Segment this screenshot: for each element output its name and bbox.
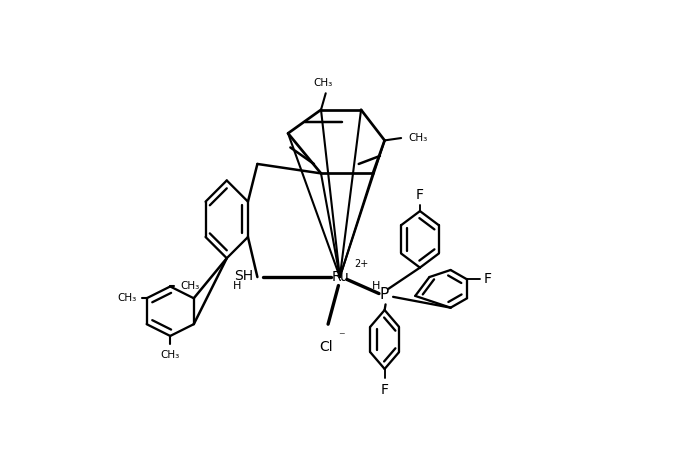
Text: CH₃: CH₃ [181,282,200,292]
Text: P: P [380,287,389,302]
Text: CH₃: CH₃ [408,133,427,143]
Text: Ru: Ru [331,270,349,283]
Text: H: H [232,281,241,291]
Text: H: H [372,281,380,291]
Text: F: F [483,273,491,286]
Text: F: F [416,188,424,201]
Text: ⁻: ⁻ [338,330,345,343]
Text: CH₃: CH₃ [314,78,333,88]
Text: F: F [381,383,389,397]
Text: SH: SH [234,269,254,283]
Text: 2+: 2+ [354,259,369,269]
Text: CH₃: CH₃ [117,293,136,303]
Text: Cl: Cl [319,340,333,354]
Text: CH₃: CH₃ [161,350,180,360]
